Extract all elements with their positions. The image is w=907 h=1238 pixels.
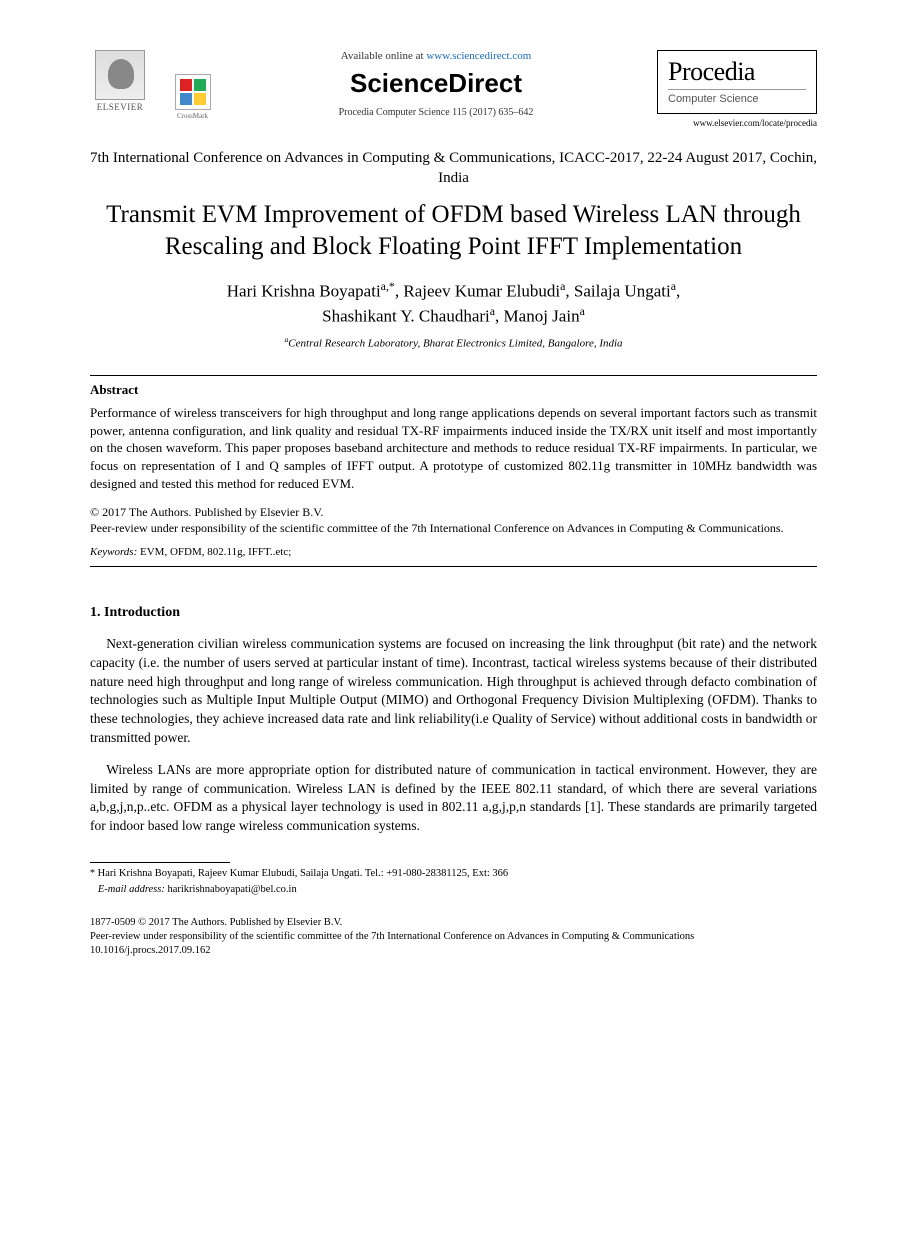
- procedia-subtitle: Computer Science: [668, 89, 806, 105]
- footnote-corresponding: * Hari Krishna Boyapati, Rajeev Kumar El…: [90, 867, 817, 882]
- available-prefix: Available online at: [341, 50, 427, 62]
- abstract-heading: Abstract: [90, 382, 817, 398]
- footer-doi: 10.1016/j.procs.2017.09.162: [90, 944, 817, 958]
- footnote-email-value: harikrishnaboyapati@bel.co.in: [165, 884, 297, 895]
- author-4: Shashikant Y. Chaudhari: [322, 307, 490, 326]
- author-1: Hari Krishna Boyapati: [227, 281, 381, 300]
- author-sep-3: ,: [676, 281, 680, 300]
- available-online: Available online at www.sciencedirect.co…: [225, 50, 647, 62]
- elsevier-label: ELSEVIER: [97, 102, 144, 112]
- crossmark-logo[interactable]: CrossMark: [170, 74, 215, 120]
- elsevier-tree-icon: [95, 50, 145, 100]
- affiliation: aCentral Research Laboratory, Bharat Ele…: [90, 335, 817, 350]
- rule-top: [90, 375, 817, 376]
- crossmark-icon: [175, 74, 211, 110]
- copyright-line-2: Peer-review under responsibility of the …: [90, 520, 817, 536]
- sciencedirect-wordmark: ScienceDirect: [225, 68, 647, 99]
- procedia-url[interactable]: www.elsevier.com/locate/procedia: [657, 118, 817, 128]
- intro-para-1: Next-generation civilian wireless commun…: [90, 635, 817, 747]
- footnote-authors: Hari Krishna Boyapati, Rajeev Kumar Elub…: [95, 868, 508, 879]
- rule-bottom: [90, 566, 817, 567]
- footer-issn: 1877-0509 © 2017 The Authors. Published …: [90, 916, 817, 930]
- keywords-label: Keywords:: [90, 546, 137, 558]
- footnote-email: E-mail address: harikrishnaboyapati@bel.…: [90, 883, 817, 898]
- authors: Hari Krishna Boyapatia,*, Rajeev Kumar E…: [90, 278, 817, 329]
- copyright-line-1: © 2017 The Authors. Published by Elsevie…: [90, 504, 817, 520]
- author-1-sup: a,*: [381, 279, 395, 293]
- author-sep-2: , Sailaja Ungati: [565, 281, 670, 300]
- sciencedirect-link[interactable]: www.sciencedirect.com: [426, 50, 531, 62]
- procedia-box: Procedia Computer Science: [657, 50, 817, 114]
- abstract-text: Performance of wireless transceivers for…: [90, 404, 817, 492]
- intro-heading: 1. Introduction: [90, 605, 817, 621]
- footnote-email-label: E-mail address:: [98, 884, 165, 895]
- intro-para-2: Wireless LANs are more appropriate optio…: [90, 761, 817, 836]
- footer-peer: Peer-review under responsibility of the …: [90, 930, 817, 944]
- header-row: ELSEVIER CrossMark Available online at w…: [90, 50, 817, 128]
- author-sep-4: , Manoj Jain: [495, 307, 580, 326]
- affil-text: Central Research Laboratory, Bharat Elec…: [288, 337, 622, 349]
- footnote-separator: [90, 862, 230, 863]
- center-header: Available online at www.sciencedirect.co…: [215, 50, 657, 118]
- author-5-sup: a: [580, 304, 585, 318]
- keywords-text: EVM, OFDM, 802.11g, IFFT..etc;: [137, 546, 291, 558]
- paper-title: Transmit EVM Improvement of OFDM based W…: [90, 199, 817, 264]
- footer-block: 1877-0509 © 2017 The Authors. Published …: [90, 916, 817, 959]
- copyright-block: © 2017 The Authors. Published by Elsevie…: [90, 504, 817, 536]
- citation-line: Procedia Computer Science 115 (2017) 635…: [225, 107, 647, 118]
- left-logos: ELSEVIER CrossMark: [90, 50, 215, 120]
- keywords: Keywords: EVM, OFDM, 802.11g, IFFT..etc;: [90, 546, 817, 558]
- procedia-title: Procedia: [668, 57, 806, 87]
- author-sep-1: , Rajeev Kumar Elubudi: [395, 281, 560, 300]
- procedia-block: Procedia Computer Science www.elsevier.c…: [657, 50, 817, 128]
- conference-line: 7th International Conference on Advances…: [90, 148, 817, 189]
- elsevier-logo[interactable]: ELSEVIER: [90, 50, 150, 120]
- crossmark-label: CrossMark: [177, 112, 208, 120]
